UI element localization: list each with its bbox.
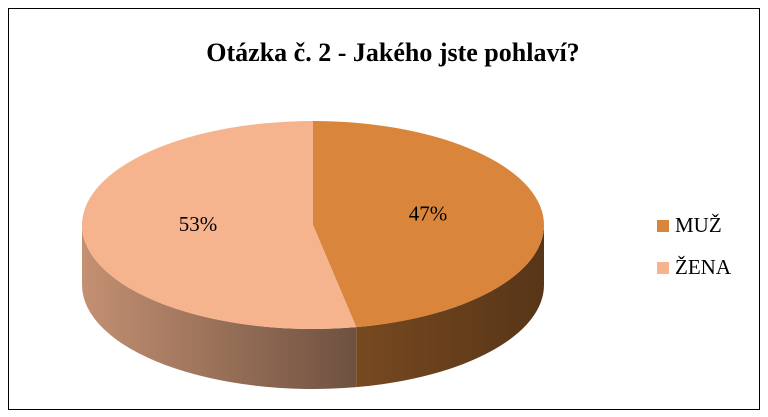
legend-swatch — [657, 262, 669, 274]
data-label: 47% — [409, 201, 448, 225]
legend-swatch — [657, 220, 669, 232]
legend-label: ŽENA — [675, 255, 732, 279]
chart-title: Otázka č. 2 - Jakého jste pohlaví? — [206, 38, 579, 67]
slice-side — [356, 225, 544, 388]
slice — [82, 121, 357, 329]
slice-side — [82, 225, 357, 389]
data-label: 53% — [179, 212, 218, 236]
slice — [313, 121, 545, 328]
legend-label: MUŽ — [675, 213, 722, 237]
